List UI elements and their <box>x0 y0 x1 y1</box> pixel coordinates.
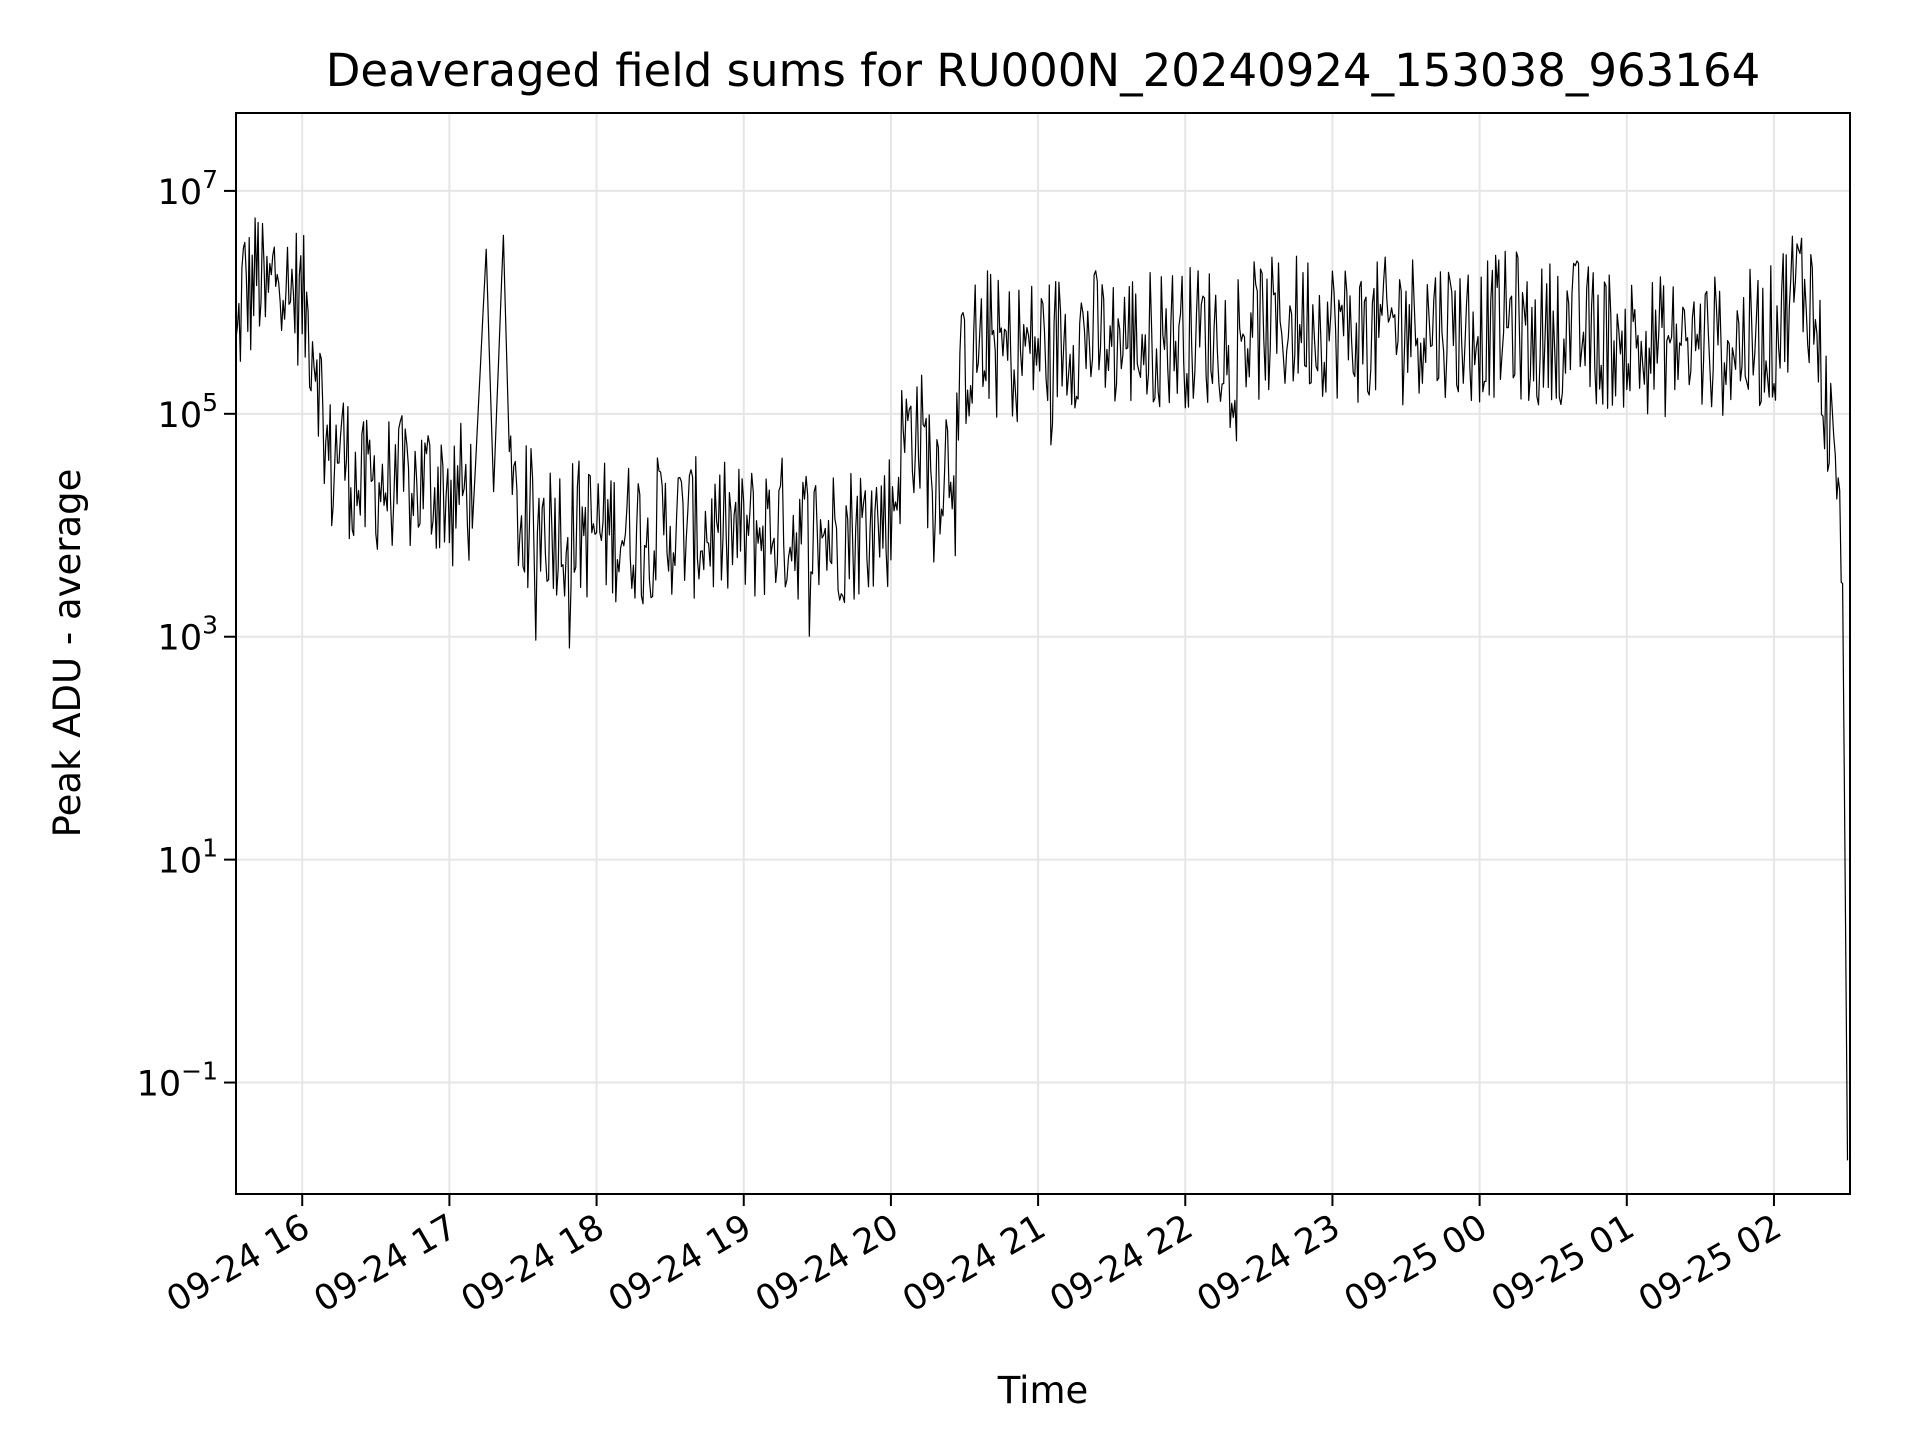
data-point <box>323 438 325 440</box>
data-point <box>1773 335 1775 337</box>
data-point <box>448 486 450 488</box>
data-point <box>473 496 475 498</box>
data-point <box>502 234 504 236</box>
data-point <box>1479 330 1481 332</box>
y-axis: 10−1 101 103 105 107 <box>137 165 236 1105</box>
data-point <box>1074 335 1076 337</box>
data-point <box>1798 282 1800 284</box>
data-point <box>853 529 855 531</box>
data-point <box>1221 333 1223 335</box>
data-point <box>1258 330 1260 332</box>
data-point <box>1037 346 1039 348</box>
data-point <box>1331 326 1333 328</box>
series-line <box>236 217 1849 1161</box>
data-point <box>1148 337 1150 339</box>
data-point <box>632 529 634 531</box>
data-point <box>331 471 333 473</box>
data-point <box>1736 343 1738 345</box>
data-point <box>964 360 966 362</box>
data-point <box>375 480 377 482</box>
data-point <box>301 301 303 303</box>
data-point <box>927 457 929 459</box>
data-point <box>353 480 355 482</box>
data-point <box>485 248 487 250</box>
data-point <box>399 486 401 488</box>
y-tick-label: 101 <box>158 834 218 882</box>
data-point <box>345 457 347 459</box>
data-point <box>242 282 244 284</box>
data-point <box>743 535 745 537</box>
data-point <box>1515 319 1517 321</box>
data-point <box>939 464 941 466</box>
data-point <box>272 282 274 284</box>
data-point <box>363 491 365 493</box>
data-point <box>890 515 892 517</box>
data-point <box>1822 379 1824 381</box>
data-point <box>780 524 782 526</box>
data-point <box>279 248 281 250</box>
data-point <box>510 505 512 507</box>
data-point <box>976 346 978 348</box>
data-layer <box>236 217 1849 1161</box>
data-point <box>596 529 598 531</box>
data-point <box>902 438 904 440</box>
data-point <box>1847 1159 1849 1161</box>
data-point <box>1111 340 1113 342</box>
plot-area <box>236 217 1849 1161</box>
data-point <box>1000 352 1002 354</box>
axes-frame <box>235 112 1851 1195</box>
data-point <box>1565 322 1567 324</box>
data-point <box>287 297 289 299</box>
data-point <box>559 524 561 526</box>
data-point <box>1810 293 1812 295</box>
data-point <box>424 482 426 484</box>
data-point <box>264 307 266 309</box>
data-point <box>1282 326 1284 328</box>
data-point <box>1663 346 1665 348</box>
chart-title: Deaveraged field sums for RU000N_2024092… <box>326 44 1760 97</box>
y-tick-label: 107 <box>158 165 218 213</box>
y-tick-label: 105 <box>158 388 218 436</box>
data-point <box>250 293 252 295</box>
data-point <box>1552 326 1554 328</box>
data-point <box>1589 335 1591 337</box>
x-axis-label: Time <box>997 1369 1089 1412</box>
data-point <box>816 535 818 537</box>
y-tick-label: 10−1 <box>137 1057 218 1105</box>
data-point <box>1785 301 1787 303</box>
data-point <box>316 346 318 348</box>
data-point <box>1842 583 1844 585</box>
data-point <box>914 424 916 426</box>
data-point <box>522 515 524 517</box>
data-point <box>1699 346 1701 348</box>
data-point <box>1368 335 1370 337</box>
data-point <box>1430 322 1432 324</box>
data-point <box>493 491 495 493</box>
grid <box>236 113 1850 1194</box>
data-point <box>257 268 259 270</box>
data-point <box>1405 319 1407 321</box>
data-point <box>669 524 671 526</box>
y-axis-label: Peak ADU - average <box>46 469 89 838</box>
data-point <box>988 335 990 337</box>
data-point <box>309 326 311 328</box>
data-point <box>1834 471 1836 473</box>
y-tick-label: 103 <box>158 611 218 659</box>
data-point <box>706 529 708 531</box>
data-point <box>1626 340 1628 342</box>
data-point <box>1307 319 1309 321</box>
data-point <box>951 446 953 448</box>
data-point <box>1454 326 1456 328</box>
data-point <box>294 289 296 291</box>
data-point <box>338 438 340 440</box>
data-point <box>1528 346 1530 348</box>
data-point <box>1184 335 1186 337</box>
